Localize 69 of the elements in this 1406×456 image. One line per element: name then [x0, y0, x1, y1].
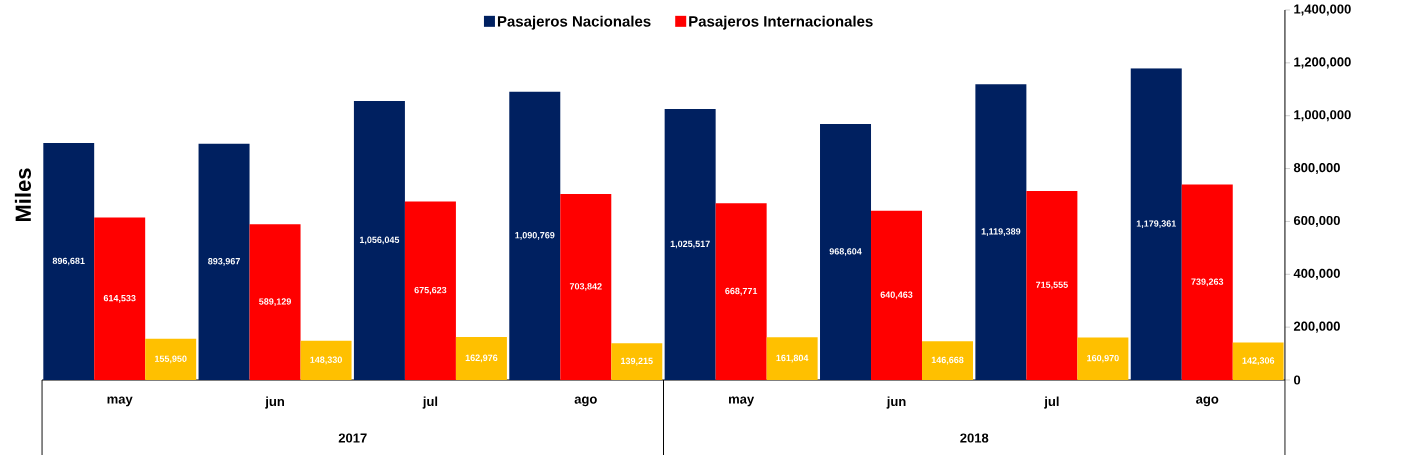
- bar: [353, 101, 405, 381]
- x-tick-label: may: [729, 396, 755, 407]
- data-label: 896,681: [52, 257, 85, 266]
- y-axis-title: Miles: [14, 168, 32, 222]
- bar: [1181, 184, 1233, 381]
- data-label: 1,025,517: [670, 240, 710, 249]
- bar: [198, 143, 250, 381]
- y-tick-label: 1,200,000: [1294, 57, 1351, 69]
- bar: [820, 124, 872, 381]
- y-tick-label: 200,000: [1293, 321, 1340, 333]
- data-label: 589,129: [259, 298, 291, 307]
- bar: [611, 343, 663, 381]
- data-label: 1,179,361: [1136, 220, 1177, 229]
- data-label: 162,976: [465, 354, 498, 363]
- data-label: 893,967: [208, 258, 240, 266]
- bar: [1232, 342, 1284, 381]
- bar: [509, 91, 561, 381]
- x-tick-label: ago: [1196, 396, 1219, 407]
- bar: [94, 217, 146, 381]
- data-label: 146,668: [931, 357, 964, 365]
- data-label: 139,215: [621, 358, 653, 366]
- data-label: 1,056,045: [359, 236, 400, 245]
- bar: [455, 337, 507, 381]
- bar: [922, 341, 974, 381]
- bar: [145, 339, 197, 381]
- y-tick-label: 1,400,000: [1294, 4, 1351, 16]
- legend-label: Pasajeros Nacionales: [497, 15, 651, 30]
- y-tick-label: 0: [1293, 375, 1301, 385]
- y-tick-label: 400,000: [1293, 268, 1340, 281]
- x-tick-label: ago: [574, 396, 597, 407]
- x-tick-label: jul: [422, 396, 438, 409]
- bar: [43, 143, 95, 381]
- bar: [249, 224, 301, 381]
- bar: [975, 84, 1027, 381]
- bar: [1077, 337, 1129, 381]
- bar: [560, 194, 612, 381]
- data-label: 640,463: [880, 291, 913, 300]
- y-tick-label: 1,000,000: [1294, 110, 1351, 122]
- data-label: 703,842: [569, 283, 602, 292]
- data-label: 1,090,769: [515, 232, 555, 240]
- bar: [664, 109, 716, 381]
- text: 2018: [960, 433, 989, 443]
- bar: [766, 337, 818, 381]
- data-label: 1,119,389: [981, 228, 1021, 237]
- bar: [1130, 68, 1182, 381]
- legend-label: Pasajeros Internacionales: [689, 15, 873, 30]
- x-tick-label: jul: [1044, 396, 1059, 409]
- y-tick-label: 800,000: [1293, 163, 1340, 175]
- x-tick-label: jun: [265, 396, 284, 409]
- x-tick-label: jun: [886, 396, 906, 409]
- text: 2017: [338, 433, 367, 443]
- data-label: 739,263: [1191, 278, 1224, 287]
- bar: [404, 201, 456, 381]
- data-label: 675,623: [414, 287, 447, 295]
- bar: [715, 203, 767, 381]
- bar: [1026, 191, 1078, 381]
- data-label: 668,771: [725, 288, 758, 296]
- y-tick-label: 600,000: [1293, 216, 1340, 228]
- bar: [871, 210, 923, 381]
- data-label: 614,533: [103, 295, 136, 303]
- data-label: 148,330: [310, 356, 342, 365]
- data-label: 155,950: [154, 355, 187, 364]
- bar: [300, 341, 352, 381]
- data-label: 968,604: [829, 248, 862, 257]
- data-label: 142,306: [1242, 357, 1275, 366]
- data-label: 160,970: [1087, 355, 1119, 363]
- data-label: 715,555: [1036, 281, 1068, 290]
- x-tick-label: may: [107, 396, 133, 407]
- data-label: 161,804: [776, 355, 809, 363]
